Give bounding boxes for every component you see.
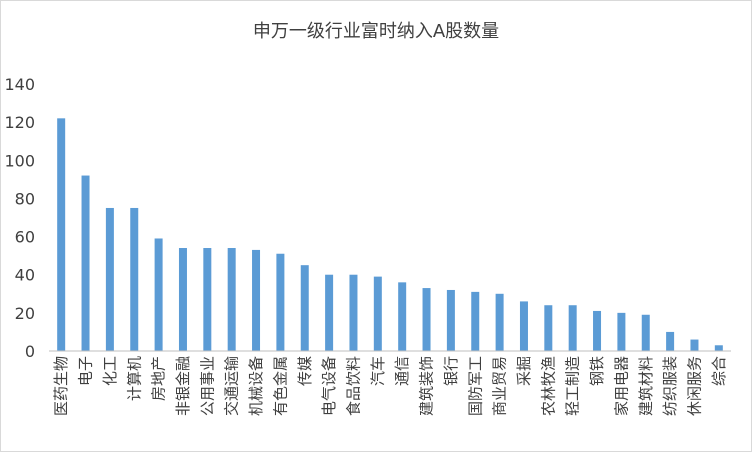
bar-农林牧渔 — [544, 305, 553, 351]
y-tick-label: 0 — [25, 342, 35, 361]
y-tick-label: 20 — [15, 304, 35, 323]
x-category-label: 采掘 — [515, 356, 533, 386]
x-category-label: 传媒 — [296, 356, 314, 386]
x-category-label: 轻工制造 — [564, 356, 582, 416]
x-category-label: 通信 — [393, 356, 411, 386]
x-category-label: 公用事业 — [198, 356, 216, 416]
bar-家用电器 — [617, 312, 626, 351]
x-category-label: 农林牧渔 — [539, 356, 557, 416]
bar-医药生物 — [57, 118, 66, 351]
bar-非银金融 — [178, 248, 187, 351]
bar-综合 — [714, 345, 723, 351]
bar-交通运输 — [227, 248, 236, 351]
bar-机械设备 — [252, 249, 261, 351]
bar-建筑材料 — [641, 314, 650, 351]
x-category-label: 机械设备 — [247, 356, 265, 416]
x-category-label: 汽车 — [369, 356, 387, 386]
bar-化工 — [105, 207, 114, 351]
x-category-label: 有色金属 — [271, 356, 289, 416]
bar-计算机 — [130, 207, 139, 351]
x-category-label: 纺织服装 — [661, 356, 679, 416]
x-category-label: 钢铁 — [588, 356, 606, 386]
x-category-label: 电子 — [77, 356, 95, 386]
y-tick-label: 80 — [15, 189, 35, 208]
bar-传媒 — [300, 265, 309, 351]
y-tick-label: 40 — [15, 266, 35, 285]
bar-钢铁 — [593, 310, 602, 351]
x-category-label: 休闲服务 — [685, 356, 703, 416]
x-category-label: 建筑材料 — [637, 356, 655, 416]
bars-group — [57, 118, 723, 351]
bar-食品饮料 — [349, 274, 358, 351]
x-category-label: 计算机 — [125, 356, 143, 401]
bar-公用事业 — [203, 248, 212, 351]
y-tick-label: 60 — [15, 228, 35, 247]
x-category-label: 国防军工 — [466, 356, 484, 416]
chart-title: 申万一级行业富时纳入A股数量 — [253, 21, 499, 42]
x-category-label: 综合 — [710, 356, 728, 386]
bar-电子 — [81, 175, 90, 351]
bar-商业贸易 — [495, 293, 504, 351]
bar-采掘 — [519, 301, 528, 351]
x-category-label: 房地产 — [150, 356, 168, 401]
bar-轻工制造 — [568, 305, 577, 351]
bar-纺织服装 — [666, 331, 675, 351]
bar-国防军工 — [471, 291, 480, 351]
bar-房地产 — [154, 238, 163, 351]
x-category-label: 电气设备 — [320, 356, 338, 416]
x-category-label: 家用电器 — [612, 356, 630, 416]
x-category-label: 建筑装饰 — [418, 356, 436, 416]
x-category-label: 化工 — [101, 356, 119, 386]
x-category-label: 非银金融 — [174, 356, 192, 416]
y-tick-label: 100 — [4, 151, 35, 170]
x-category-label: 商业贸易 — [491, 356, 509, 416]
y-axis-ticks: 0 20 40 60 80 100 120 140 — [4, 75, 35, 361]
x-category-label: 医药生物 — [52, 356, 70, 416]
x-category-label: 食品饮料 — [344, 356, 362, 416]
bar-银行 — [446, 289, 455, 351]
y-tick-label: 140 — [4, 75, 35, 94]
bar-有色金属 — [276, 253, 285, 351]
y-tick-label: 120 — [4, 113, 35, 132]
bar-通信 — [398, 282, 407, 351]
bar-休闲服务 — [690, 339, 699, 351]
x-category-label: 交通运输 — [223, 356, 241, 416]
x-category-label: 银行 — [442, 356, 460, 386]
x-axis-labels: 医药生物 电子 化工 计算机 房地产 非银金融 公用事业 交通运输 机械设备 有色金属 传媒 电气设备… — [52, 356, 728, 416]
bar-电气设备 — [325, 274, 334, 351]
bar-汽车 — [373, 276, 382, 351]
bar-建筑装饰 — [422, 288, 431, 351]
